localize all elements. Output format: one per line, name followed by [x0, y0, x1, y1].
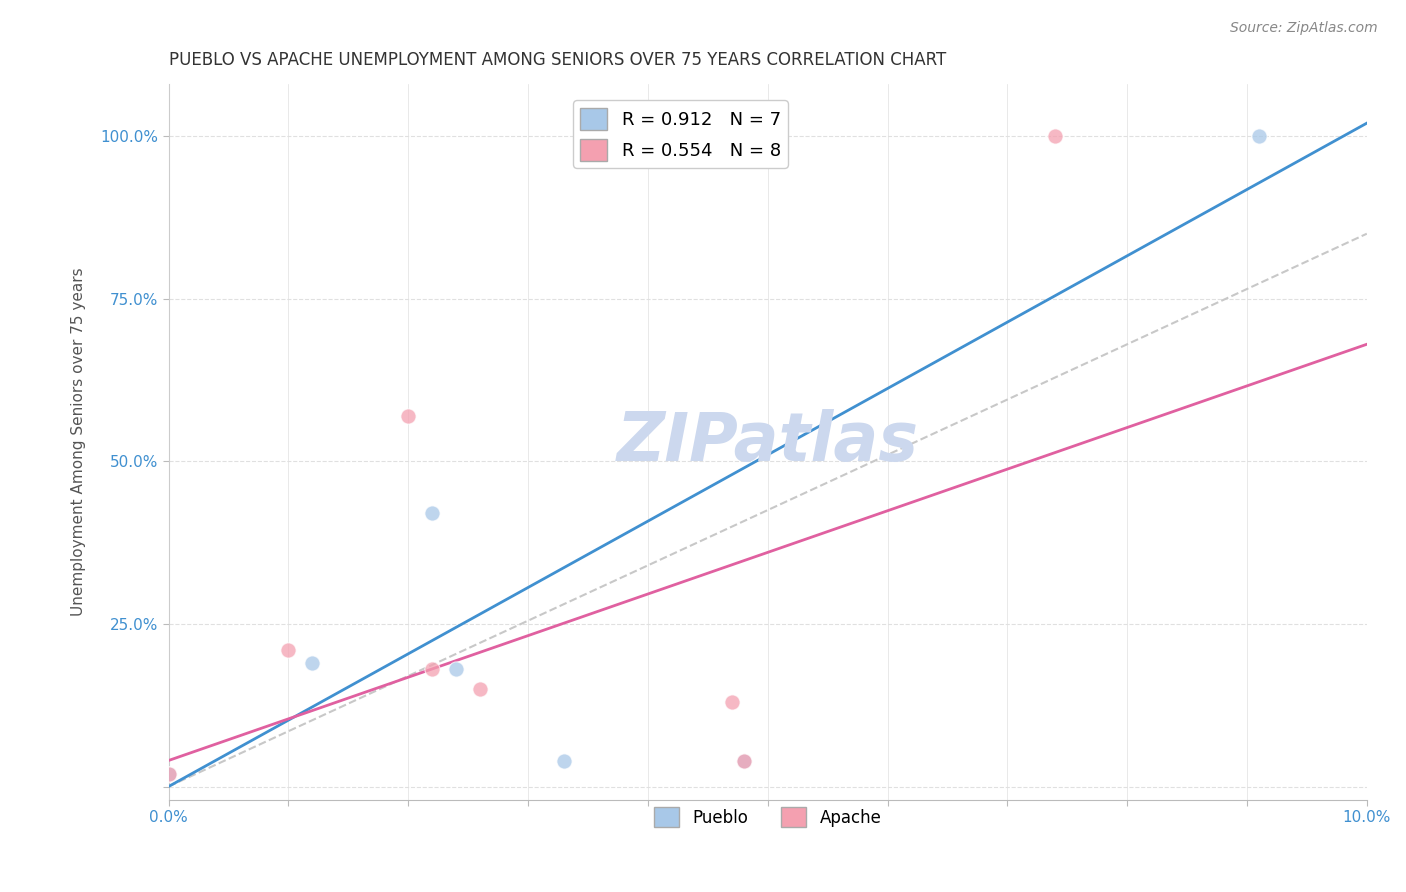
Point — [157, 766, 180, 780]
Y-axis label: Unemployment Among Seniors over 75 years: Unemployment Among Seniors over 75 years — [72, 268, 86, 616]
Point — [420, 663, 443, 677]
Legend: Pueblo, Apache: Pueblo, Apache — [647, 800, 889, 834]
Point — [396, 409, 419, 423]
Point — [720, 695, 742, 709]
Text: PUEBLO VS APACHE UNEMPLOYMENT AMONG SENIORS OVER 75 YEARS CORRELATION CHART: PUEBLO VS APACHE UNEMPLOYMENT AMONG SENI… — [169, 51, 946, 69]
Point — [444, 663, 467, 677]
Point — [468, 681, 491, 696]
Point — [157, 766, 180, 780]
Point — [1045, 129, 1067, 144]
Point — [420, 507, 443, 521]
Point — [277, 643, 299, 657]
Point — [733, 754, 755, 768]
Point — [301, 656, 323, 670]
Text: ZIPatlas: ZIPatlas — [617, 409, 918, 475]
Point — [1247, 129, 1270, 144]
Point — [553, 754, 575, 768]
Point — [733, 754, 755, 768]
Text: Source: ZipAtlas.com: Source: ZipAtlas.com — [1230, 21, 1378, 35]
